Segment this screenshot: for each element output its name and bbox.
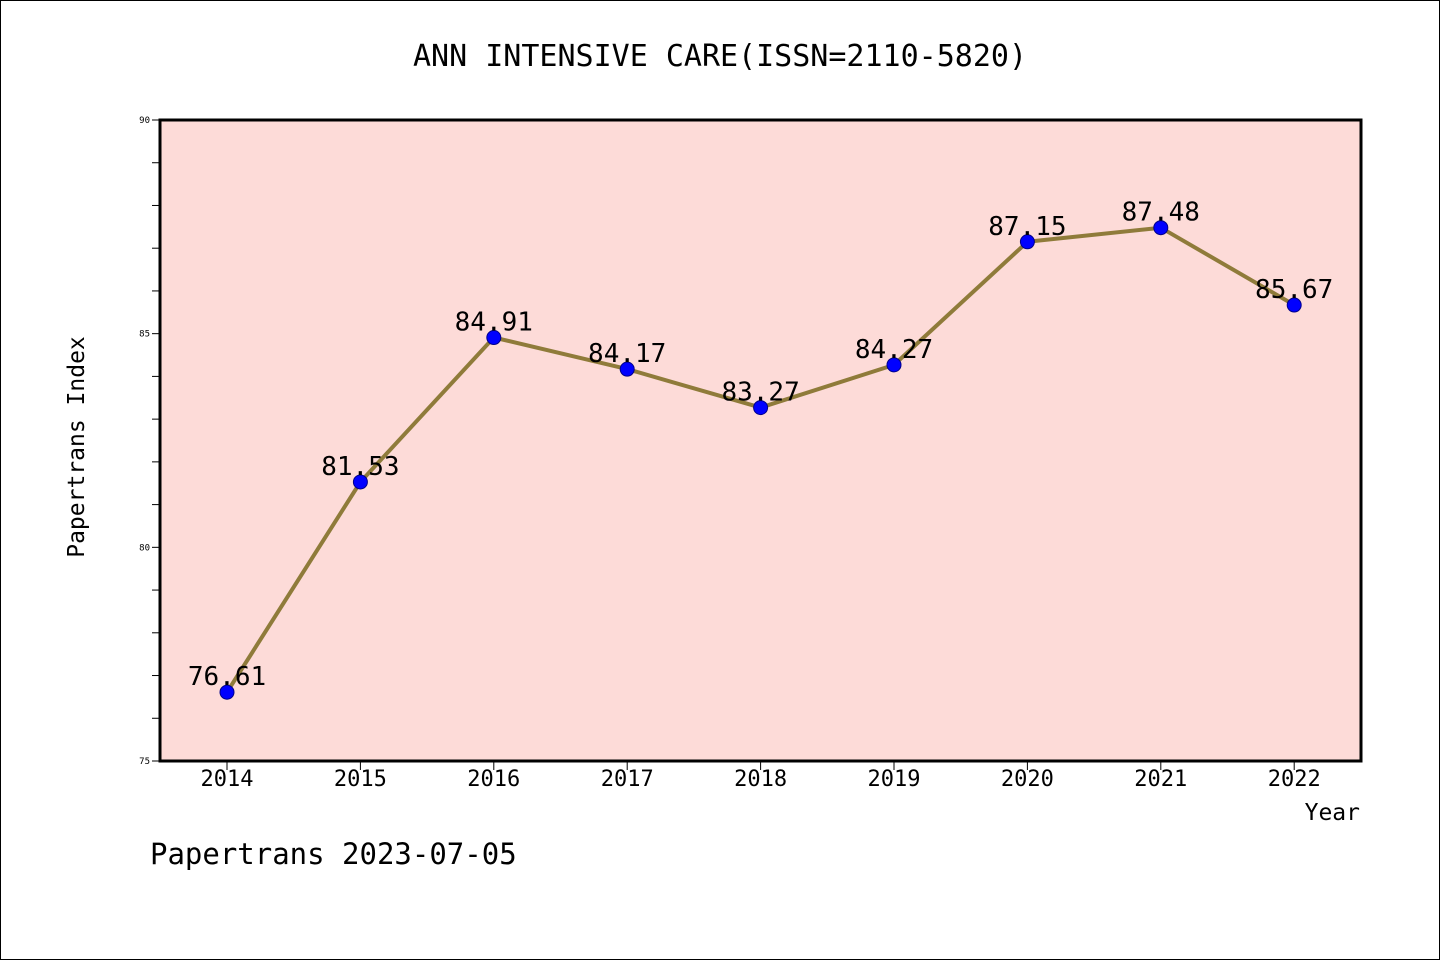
x-tick-label: 2021 [1134, 767, 1187, 792]
x-tick-label: 2020 [1001, 767, 1054, 792]
data-point-2021 [1153, 220, 1169, 236]
data-label-2020: 87.15 [988, 212, 1066, 242]
y-tick-label: 75 [139, 757, 150, 767]
data-point-2016 [486, 330, 502, 346]
y-axis-ticks: 75 80 85 90 [139, 116, 160, 767]
data-label-2017: 84.17 [588, 339, 666, 369]
data-point-2014 [219, 684, 235, 700]
x-tick-label: 2022 [1268, 767, 1321, 792]
x-tick-label: 2014 [201, 767, 254, 792]
y-tick-label: 85 [139, 330, 150, 340]
data-point-2018 [753, 400, 769, 416]
data-markers [219, 220, 1302, 700]
data-point-2019 [886, 357, 902, 373]
x-axis-label: Year [1305, 800, 1360, 826]
x-tick-label: 2016 [467, 767, 520, 792]
x-tick-label: 2018 [734, 767, 787, 792]
y-tick-label: 80 [139, 543, 150, 553]
y-tick-label: 90 [139, 116, 150, 126]
x-axis-ticks: 2014 2015 2016 2017 2018 2019 2020 2021 2022 [201, 761, 1321, 792]
chart-title: ANN INTENSIVE CARE(ISSN=2110-5820) [413, 39, 1027, 74]
footer-text: Papertrans 2023-07-05 [150, 837, 517, 871]
data-label-2018: 83.27 [721, 378, 799, 408]
data-label-2021: 87.48 [1122, 198, 1200, 228]
data-label-2022: 85.67 [1255, 275, 1333, 305]
data-label-2016: 84.91 [455, 308, 533, 338]
data-label-2019: 84.27 [855, 335, 933, 365]
data-label-2014: 76.61 [188, 662, 266, 692]
y-axis-label: Papertrans Index [64, 336, 90, 558]
data-label-2015: 81.53 [321, 452, 399, 482]
data-point-2022 [1286, 297, 1302, 313]
data-labels: 76.61 81.53 84.91 84.17 83.27 84.27 87.15 87.48… [188, 198, 1333, 693]
data-point-2020 [1019, 234, 1035, 250]
x-tick-label: 2015 [334, 767, 387, 792]
x-tick-label: 2017 [601, 767, 654, 792]
data-point-2017 [619, 361, 635, 377]
data-point-2015 [352, 474, 368, 490]
x-tick-label: 2019 [868, 767, 921, 792]
